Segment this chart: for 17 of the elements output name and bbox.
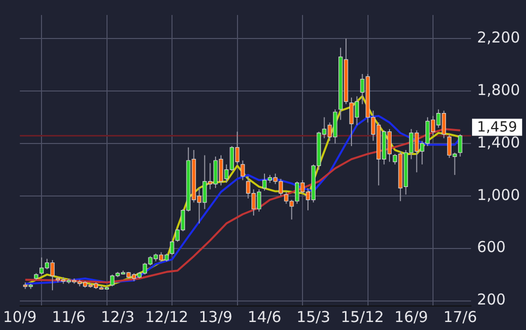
x-tick-label: 17/6 <box>443 308 478 326</box>
x-tick-label: 12/12 <box>145 308 188 326</box>
x-tick-label: 15/12 <box>340 308 384 326</box>
x-tick-label: 11/6 <box>52 308 86 326</box>
y-tick-label: 1,000 <box>477 186 520 204</box>
y-tick-label: 1,400 <box>477 133 520 152</box>
x-tick-label: 14/6 <box>248 308 282 326</box>
y-tick-label: 600 <box>477 238 506 256</box>
y-tick-label: 2,200 <box>477 28 520 46</box>
x-tick-label: 12/3 <box>100 308 135 326</box>
x-tick-label: 10/9 <box>3 308 37 326</box>
x-tick-label: 16/9 <box>394 308 428 326</box>
x-tick-label: 13/9 <box>198 308 232 326</box>
y-tick-label: 200 <box>477 290 506 309</box>
x-tick-label: 15/3 <box>296 308 330 326</box>
ref-line-label: 1,459 <box>477 119 518 136</box>
y-tick-label: 1,800 <box>477 80 520 99</box>
